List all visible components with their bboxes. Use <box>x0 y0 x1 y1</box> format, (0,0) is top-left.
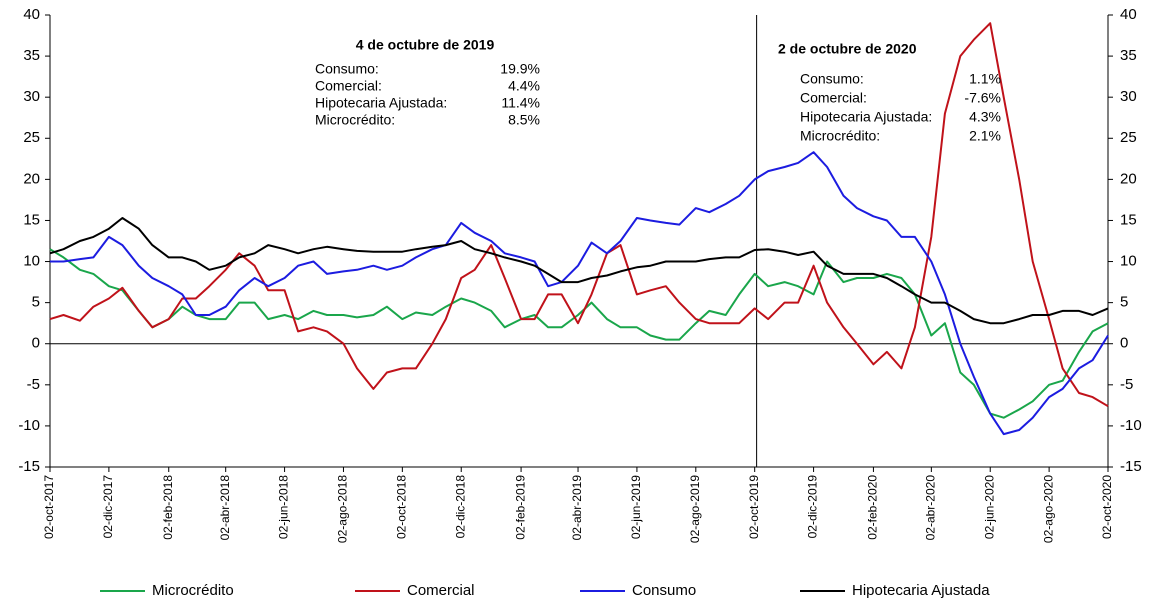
y2-tick-label: -5 <box>1120 376 1133 393</box>
y2-tick-label: -10 <box>1120 417 1142 434</box>
y2-tick-label: 0 <box>1120 335 1128 352</box>
annotation-value: 19.9% <box>500 61 540 77</box>
y2-tick-label: 25 <box>1120 129 1137 146</box>
annotation-value: -7.6% <box>964 90 1001 106</box>
x-tick-label: 02-ago-2020 <box>1041 475 1055 543</box>
x-tick-label: 02-dic-2019 <box>806 475 820 539</box>
x-tick-label: 02-oct-2020 <box>1100 475 1114 539</box>
x-tick-label: 02-dic-2017 <box>101 475 115 539</box>
annotation-value: 11.4% <box>501 95 540 111</box>
annotation-label: Hipotecaria Ajustada: <box>800 109 932 125</box>
annotation-value: 2.1% <box>969 128 1001 144</box>
annotation-value: 4.3% <box>969 109 1001 125</box>
y2-tick-label: 15 <box>1120 211 1137 228</box>
y2-tick-label: 35 <box>1120 47 1137 64</box>
y-tick-label: -15 <box>18 458 40 475</box>
x-tick-label: 02-abr-2019 <box>570 475 584 541</box>
y-tick-label: -5 <box>27 376 40 393</box>
x-tick-label: 02-abr-2018 <box>218 475 232 541</box>
y-tick-label: 5 <box>32 294 40 311</box>
legend-label: Consumo <box>632 582 696 599</box>
x-tick-label: 02-jun-2018 <box>277 475 291 539</box>
y-tick-label: 0 <box>32 335 40 352</box>
annotation-label: Microcrédito: <box>800 128 880 144</box>
x-tick-label: 02-dic-2018 <box>453 475 467 539</box>
annotation-value: 8.5% <box>508 112 540 128</box>
legend-label: Microcrédito <box>152 582 234 599</box>
x-tick-label: 02-oct-2017 <box>42 475 56 539</box>
y-tick-label: 20 <box>23 170 40 187</box>
y-tick-label: 40 <box>23 6 40 23</box>
x-tick-label: 02-oct-2019 <box>747 475 761 539</box>
y2-tick-label: 30 <box>1120 88 1137 105</box>
series-line <box>49 248 1109 419</box>
y-tick-label: 30 <box>23 88 40 105</box>
series-line <box>49 22 1109 408</box>
y-tick-label: 35 <box>23 47 40 64</box>
annotation-value: 4.4% <box>508 78 540 94</box>
annotation-title: 4 de octubre de 2019 <box>356 37 495 53</box>
y2-tick-label: 20 <box>1120 170 1137 187</box>
legend-label: Comercial <box>407 582 475 599</box>
series-line <box>49 217 1109 325</box>
annotation-value: 1.1% <box>969 71 1001 87</box>
series-line <box>50 151 1109 436</box>
y-tick-label: 25 <box>23 129 40 146</box>
annotation-label: Comercial: <box>315 78 382 94</box>
annotation-label: Microcrédito: <box>315 112 395 128</box>
annotation-label: Consumo: <box>800 71 864 87</box>
y2-tick-label: 40 <box>1120 6 1137 23</box>
annotation-label: Comercial: <box>800 90 867 106</box>
x-tick-label: 02-jun-2019 <box>629 475 643 539</box>
legend-label: Hipotecaria Ajustada <box>852 582 990 599</box>
y2-tick-label: -15 <box>1120 458 1142 475</box>
y-tick-label: 15 <box>23 211 40 228</box>
x-tick-label: 02-ago-2018 <box>336 475 350 543</box>
annotation-label: Consumo: <box>315 61 379 77</box>
x-tick-label: 02-abr-2020 <box>924 475 938 541</box>
y-tick-label: -10 <box>18 417 40 434</box>
x-tick-label: 02-ago-2019 <box>688 475 702 543</box>
x-tick-label: 02-oct-2018 <box>395 475 409 539</box>
x-tick-label: 02-jun-2020 <box>982 475 996 539</box>
x-tick-label: 02-feb-2019 <box>513 475 527 540</box>
y-tick-label: 10 <box>23 253 40 270</box>
x-tick-label: 02-feb-2020 <box>866 475 880 540</box>
annotation-title: 2 de octubre de 2020 <box>778 41 917 57</box>
y2-tick-label: 10 <box>1120 253 1137 270</box>
y2-tick-label: 5 <box>1120 294 1128 311</box>
annotation-label: Hipotecaria Ajustada: <box>315 95 447 111</box>
x-tick-label: 02-feb-2018 <box>161 475 175 540</box>
